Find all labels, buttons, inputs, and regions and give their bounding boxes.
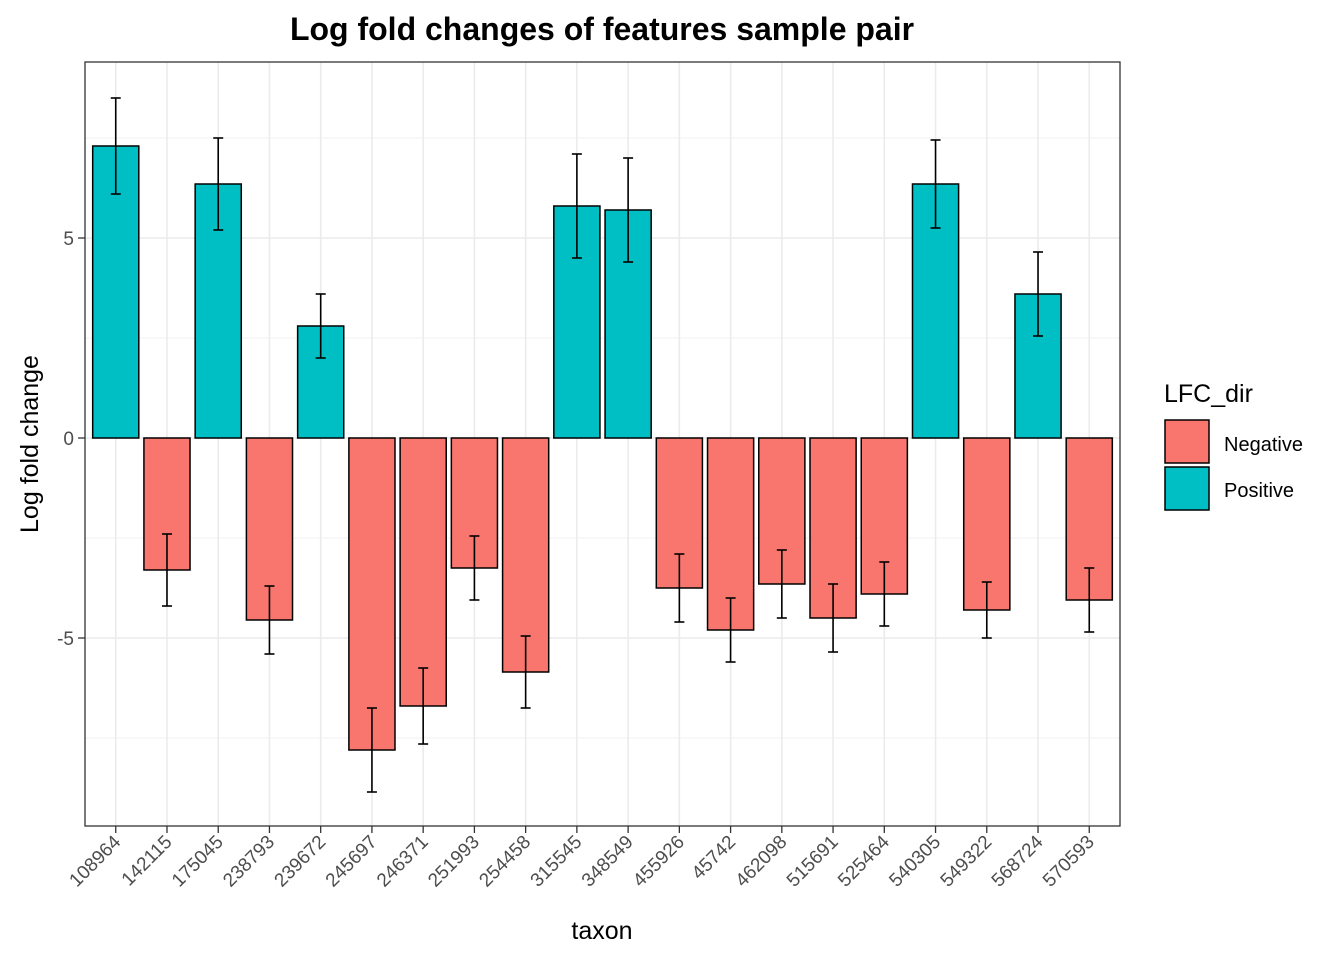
x-axis: 1089641421151750452387932396722456972463… — [66, 826, 1099, 891]
legend-label-positive: Positive — [1224, 480, 1294, 502]
x-tick-label: 142115 — [118, 832, 177, 891]
x-tick-label: 238793 — [219, 832, 279, 892]
x-tick-label: 239672 — [271, 832, 331, 892]
legend-key-positive — [1164, 466, 1210, 511]
y-tick-label: 5 — [63, 229, 74, 250]
error-bars — [110, 97, 1095, 793]
error-bar-525464 — [879, 561, 890, 627]
x-tick-label: 570593 — [1039, 832, 1099, 892]
error-bar-254458 — [520, 635, 531, 709]
x-tick-label: 246371 — [373, 832, 433, 892]
error-bar-462098 — [776, 549, 787, 619]
x-tick-label: 254458 — [475, 832, 535, 892]
x-tick-label: 175045 — [168, 832, 228, 892]
bar-251993 — [450, 437, 499, 569]
x-tick-label: 315545 — [527, 832, 587, 892]
bar-254458 — [501, 437, 550, 673]
error-bar-45742 — [725, 597, 736, 663]
y-axis-title: Log fold change — [16, 355, 44, 533]
x-tick-label: 525464 — [834, 831, 894, 891]
x-tick-label: 568724 — [988, 831, 1048, 891]
x-tick-label: 515691 — [783, 832, 843, 892]
error-bar-251993 — [469, 535, 480, 601]
error-bar-540305 — [930, 139, 941, 229]
chart-title: Log fold changes of features sample pair — [290, 11, 914, 47]
error-bar-455926 — [674, 553, 685, 623]
error-bar-142115 — [161, 533, 172, 607]
error-bar-175045 — [213, 137, 224, 231]
legend-key-negative — [1164, 419, 1210, 464]
x-tick-label: 348549 — [578, 832, 638, 892]
x-tick-label: 549322 — [937, 832, 997, 892]
error-bar-239672 — [315, 293, 326, 359]
x-tick-label: 455926 — [629, 832, 689, 892]
error-bar-348549 — [623, 157, 634, 263]
error-bar-246371 — [418, 667, 429, 745]
bar-246371 — [399, 437, 447, 707]
x-tick-label: 108964 — [66, 831, 126, 891]
error-bar-568724 — [1033, 251, 1044, 337]
error-bar-238793 — [264, 585, 275, 655]
error-bar-570593 — [1084, 567, 1095, 633]
x-tick-label: 245697 — [322, 832, 382, 892]
x-tick-label: 462098 — [732, 832, 792, 892]
legend: LFC_dir Negative Positive — [1164, 380, 1303, 511]
y-tick-label: -5 — [57, 629, 74, 650]
legend-title: LFC_dir — [1164, 380, 1253, 408]
legend-label-negative: Negative — [1224, 434, 1303, 456]
error-bar-245697 — [366, 707, 377, 793]
y-tick-label: 0 — [63, 429, 74, 450]
x-axis-title: taxon — [571, 917, 632, 945]
x-tick-label: 540305 — [885, 832, 945, 892]
error-bar-549322 — [981, 581, 992, 639]
bar-245697 — [348, 437, 396, 751]
error-bar-108964 — [110, 97, 121, 195]
plot-border — [84, 61, 1121, 827]
error-bar-315545 — [571, 153, 582, 259]
x-tick-label: 251993 — [424, 832, 484, 892]
y-axis: -5 0 5 — [57, 229, 85, 650]
error-bar-515691 — [828, 583, 839, 653]
